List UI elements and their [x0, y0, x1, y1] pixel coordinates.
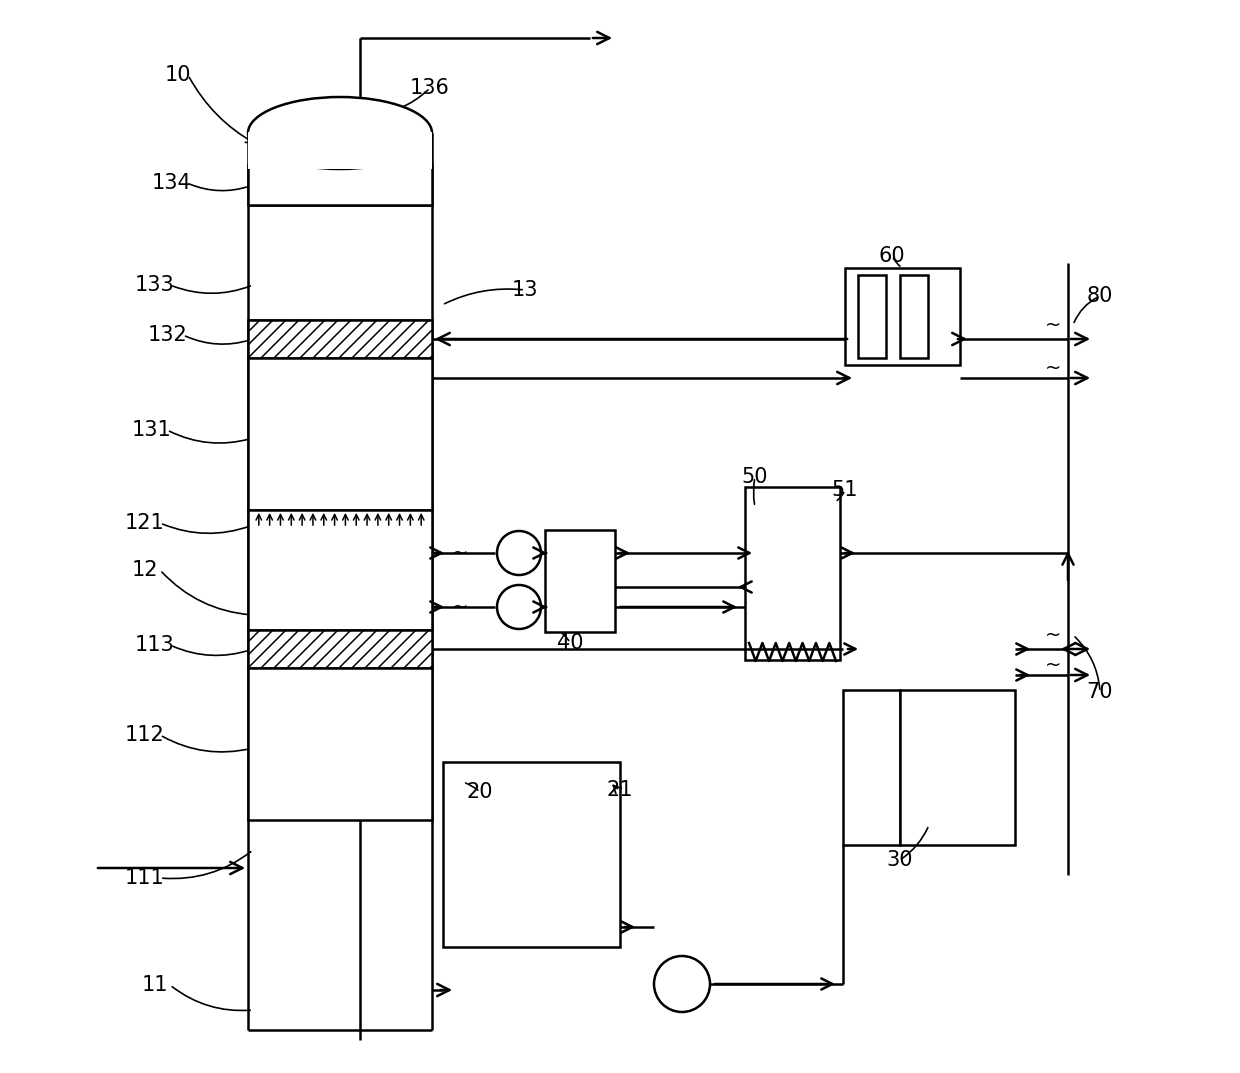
Bar: [443, 762, 620, 947]
Text: ~: ~: [1045, 358, 1061, 378]
Bar: [248, 510, 432, 630]
Text: ~: ~: [1045, 315, 1061, 335]
Text: 51: 51: [832, 480, 858, 500]
Text: ~: ~: [1045, 656, 1061, 675]
Bar: [900, 690, 1016, 846]
Bar: [844, 268, 960, 365]
Text: 10: 10: [165, 65, 191, 85]
Text: 134: 134: [153, 173, 192, 193]
Text: 133: 133: [135, 275, 175, 295]
Text: 40: 40: [557, 633, 583, 653]
Circle shape: [653, 956, 711, 1012]
Bar: [248, 165, 432, 205]
Text: 80: 80: [1086, 286, 1114, 306]
Text: 111: 111: [125, 868, 165, 888]
Text: 12: 12: [131, 560, 159, 580]
Bar: [248, 668, 432, 820]
Text: 136: 136: [410, 78, 450, 98]
Bar: [546, 530, 615, 632]
Circle shape: [497, 585, 541, 629]
Text: 113: 113: [135, 635, 175, 655]
Bar: [248, 132, 432, 170]
Bar: [843, 690, 900, 846]
Bar: [858, 275, 887, 358]
Ellipse shape: [248, 97, 432, 170]
Text: 20: 20: [466, 782, 494, 802]
Bar: [745, 487, 839, 660]
Text: 21: 21: [606, 780, 634, 800]
Text: ~: ~: [451, 598, 469, 617]
Text: 30: 30: [887, 850, 913, 870]
Circle shape: [497, 531, 541, 575]
Text: 131: 131: [133, 420, 172, 440]
Bar: [900, 275, 928, 358]
Text: 13: 13: [512, 280, 538, 300]
Text: 121: 121: [125, 513, 165, 533]
Bar: [248, 358, 432, 510]
Text: 50: 50: [742, 467, 769, 487]
Bar: [248, 320, 432, 358]
Text: 11: 11: [141, 975, 169, 995]
Text: 60: 60: [879, 246, 905, 266]
Text: ~: ~: [1045, 626, 1061, 645]
Text: ~: ~: [451, 544, 469, 562]
Text: 112: 112: [125, 725, 165, 745]
Text: 132: 132: [148, 325, 188, 346]
Text: 70: 70: [1086, 682, 1114, 702]
Bar: [248, 630, 432, 668]
